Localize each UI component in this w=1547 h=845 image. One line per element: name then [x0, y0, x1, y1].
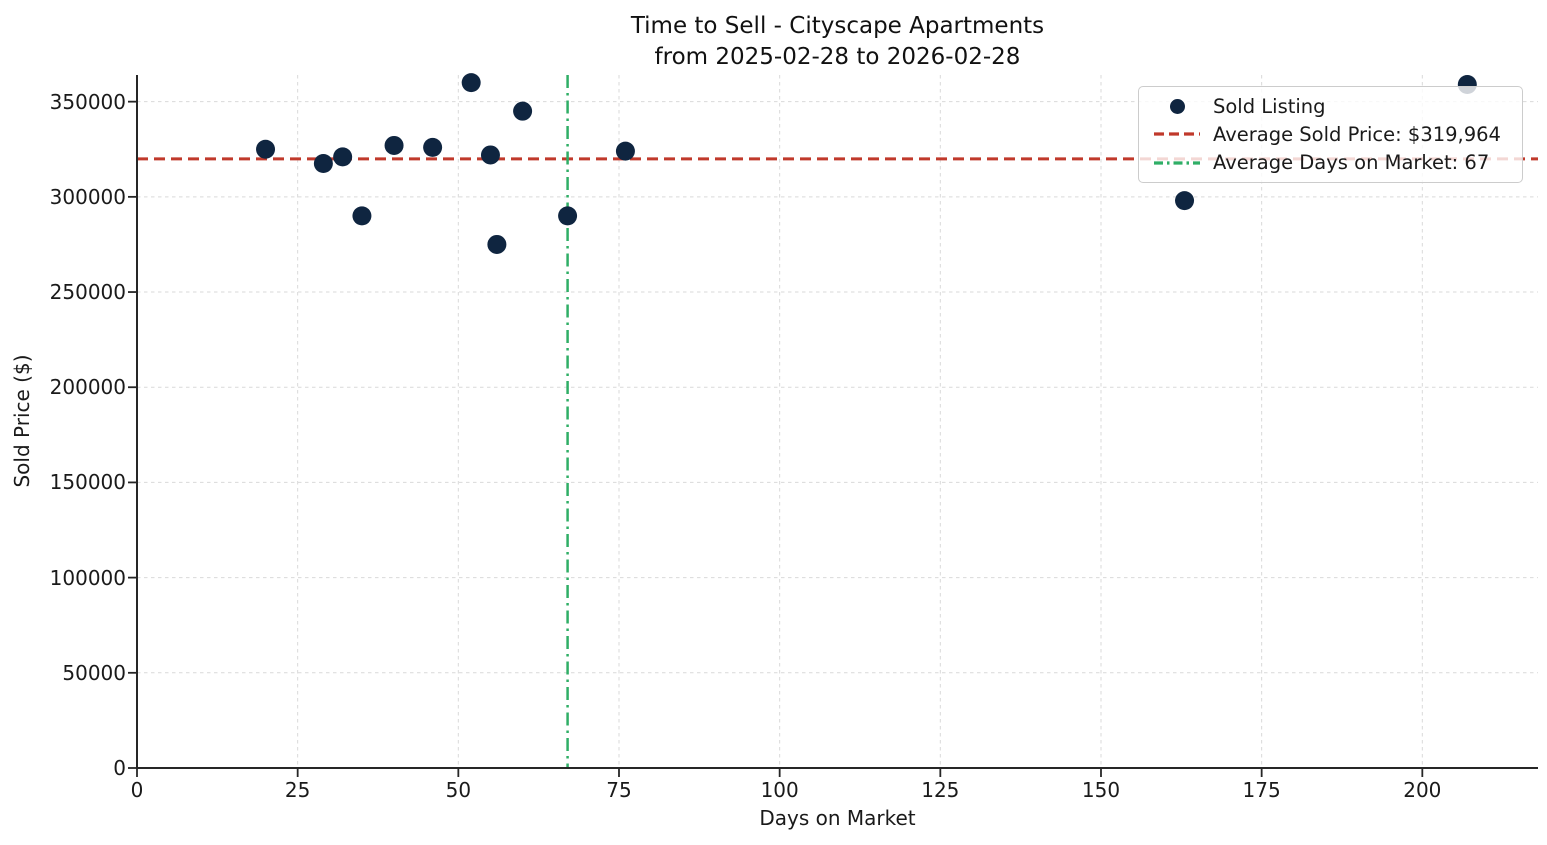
chart-title-block: Time to Sell - Cityscape Apartments from… — [137, 11, 1538, 73]
scatter-point — [461, 73, 481, 93]
scatter-point — [513, 101, 533, 121]
scatter-point — [1175, 191, 1195, 211]
scatter-point — [256, 139, 276, 159]
dashed-line-marker-icon — [1151, 131, 1203, 137]
legend-item-sold-listing: Sold Listing — [1151, 92, 1522, 120]
x-tick-label: 150 — [1081, 778, 1121, 802]
scatter-point — [423, 137, 443, 157]
y-tick-label: 250000 — [49, 280, 126, 305]
scatter-point — [333, 147, 353, 167]
y-tick-label: 100000 — [49, 565, 126, 590]
scatter-point — [615, 141, 635, 161]
x-tick-label: 175 — [1242, 778, 1281, 802]
legend-item-average-days-on-market: Average Days on Market: 67 — [1151, 149, 1522, 177]
y-tick-label: 0 — [113, 756, 126, 780]
chart-title: Time to Sell - Cityscape Apartments — [630, 13, 1045, 39]
y-tick-label: 50000 — [62, 660, 126, 685]
x-tick-label: 75 — [606, 778, 632, 802]
x-axis-label: Days on Market — [759, 806, 916, 830]
y-tick-label: 300000 — [49, 184, 126, 209]
x-tick-label: 100 — [760, 778, 799, 802]
x-tick-label: 0 — [130, 778, 144, 802]
x-tick-label: 25 — [284, 778, 311, 802]
y-tick-label: 200000 — [49, 375, 126, 400]
scatter-point — [313, 154, 333, 174]
x-tick-label: 200 — [1403, 778, 1442, 802]
y-axis-label: Sold Price ($) — [10, 354, 34, 488]
scatter-point — [480, 145, 500, 165]
y-tick-label: 350000 — [49, 89, 126, 114]
scatter-point — [558, 206, 578, 226]
legend-label: Average Sold Price: $319,964 — [1213, 122, 1501, 146]
x-tick-label: 50 — [445, 778, 472, 802]
dashdot-line-marker-icon — [1151, 160, 1203, 166]
legend-label: Sold Listing — [1213, 94, 1326, 118]
y-tick-label: 150000 — [49, 470, 126, 495]
scatter-point — [384, 135, 404, 155]
scatter-point — [352, 206, 372, 226]
scatter-marker-icon — [1151, 98, 1203, 114]
scatter-point — [487, 234, 507, 254]
legend-label: Average Days on Market: 67 — [1213, 151, 1490, 175]
x-tick-label: 125 — [921, 778, 960, 802]
chart-subtitle: from 2025-02-28 to 2026-02-28 — [654, 44, 1021, 70]
legend-item-average-sold-price: Average Sold Price: $319,964 — [1151, 120, 1522, 148]
legend: Sold Listing Average Sold Price: $319,96… — [1138, 86, 1523, 183]
